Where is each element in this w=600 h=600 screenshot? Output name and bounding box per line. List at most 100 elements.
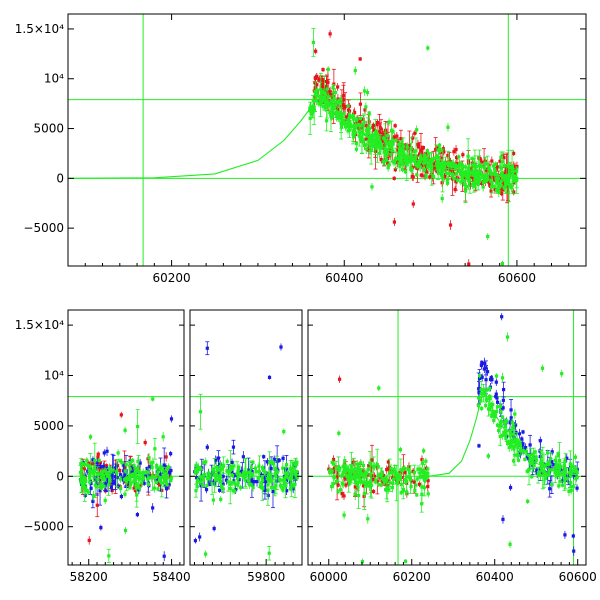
data-point (407, 465, 411, 469)
data-point (119, 494, 123, 499)
data-point (254, 470, 258, 474)
data-point (330, 116, 334, 120)
data-point (400, 161, 404, 165)
data-point (442, 150, 446, 154)
data-point (313, 92, 318, 96)
data-point (284, 478, 289, 483)
data-point (392, 477, 396, 482)
data-point (420, 457, 424, 462)
data-point (295, 460, 299, 464)
data-point (105, 449, 109, 453)
data-point (364, 147, 368, 151)
data-point (419, 173, 423, 177)
data-point (327, 467, 331, 471)
data-point (513, 166, 517, 170)
data-point (282, 430, 286, 434)
data-point (350, 469, 354, 473)
data-point (166, 465, 171, 469)
data-point (512, 169, 516, 173)
data-point (281, 456, 285, 460)
data-point (407, 143, 411, 148)
data-point (411, 136, 415, 140)
data-point (483, 161, 487, 165)
data-point (486, 407, 491, 411)
sub-panel-3: 60000 60200 60400 60600 (307, 309, 597, 584)
data-point (313, 94, 317, 99)
data-point (284, 467, 289, 471)
data-point (386, 134, 390, 138)
data-point (228, 468, 233, 472)
x-tick-label: 60200 (153, 271, 191, 285)
y-tick-label: 5000 (33, 122, 64, 136)
data-point (398, 164, 402, 168)
data-point (517, 432, 522, 436)
data-point (160, 481, 164, 485)
data-point (568, 481, 573, 485)
data-point (148, 474, 153, 478)
data-point (151, 397, 155, 401)
data-point (132, 486, 136, 490)
data-point (384, 488, 388, 492)
data-point (130, 458, 135, 463)
data-point (560, 372, 564, 376)
data-point (236, 483, 240, 487)
data-point (424, 164, 428, 169)
data-point (137, 486, 142, 490)
data-point (479, 375, 483, 379)
data-point (418, 467, 422, 471)
data-point (384, 475, 388, 480)
data-point (147, 456, 151, 460)
data-point (148, 465, 152, 469)
data-point (323, 93, 327, 97)
data-point (386, 161, 390, 165)
data-point (377, 386, 381, 390)
data-point (374, 138, 378, 143)
data-point (342, 513, 346, 517)
data-point (511, 179, 515, 183)
data-point (482, 166, 487, 170)
data-point (464, 184, 469, 189)
data-point (494, 392, 498, 396)
data-point (337, 377, 342, 381)
data-point (346, 472, 350, 476)
data-point (424, 477, 428, 481)
data-point (403, 470, 407, 475)
data-point (330, 92, 334, 96)
data-point (205, 484, 209, 488)
data-point (396, 156, 400, 160)
data-point (495, 165, 500, 169)
data-point (557, 484, 561, 488)
data-point (406, 147, 410, 151)
data-point (389, 129, 394, 133)
data-point (574, 467, 578, 471)
data-point (335, 100, 339, 104)
data-point (145, 477, 150, 481)
data-point (348, 478, 353, 482)
data-point (408, 477, 412, 482)
data-point (397, 161, 401, 165)
data-point (403, 170, 408, 174)
data-point (439, 148, 443, 152)
data-point (119, 486, 123, 491)
data-point (150, 474, 154, 478)
data-point (508, 439, 512, 443)
data-point (81, 484, 85, 488)
data-point (279, 345, 283, 349)
data-point (361, 484, 366, 488)
data-point (358, 116, 363, 120)
data-point (463, 189, 468, 193)
data-point (475, 176, 479, 181)
data-point (145, 466, 149, 471)
data-point (503, 177, 507, 181)
data-point (326, 67, 330, 71)
data-point (351, 129, 355, 133)
data-point (454, 147, 458, 152)
data-point (490, 159, 494, 163)
data-point (511, 174, 515, 178)
data-point (387, 120, 391, 124)
data-point (138, 471, 142, 475)
data-point (452, 176, 456, 181)
data-point (109, 470, 113, 474)
data-point (402, 147, 406, 151)
data-point (230, 460, 234, 464)
